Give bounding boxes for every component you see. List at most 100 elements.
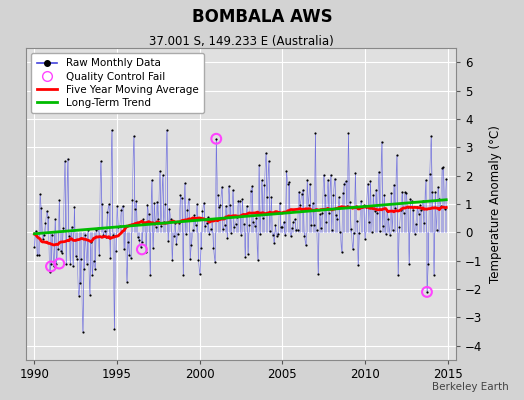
Point: [245, 222, 254, 228]
Point: [366, 178, 375, 184]
Point: [408, 198, 416, 204]
Point: [314, 271, 322, 277]
Point: [339, 190, 347, 196]
Point: [47, 260, 55, 267]
Point: [233, 214, 241, 221]
Point: [256, 231, 265, 237]
Point: [288, 224, 296, 231]
Point: [442, 176, 451, 182]
Point: [409, 206, 418, 213]
Point: [294, 188, 303, 195]
Point: [175, 220, 183, 226]
Point: [303, 177, 311, 183]
Point: [342, 178, 350, 184]
Point: [281, 232, 289, 239]
Point: [412, 220, 420, 227]
Point: [383, 208, 391, 214]
Point: [398, 188, 406, 195]
Point: [157, 223, 166, 229]
Point: [121, 224, 129, 230]
Point: [399, 210, 408, 216]
Point: [228, 187, 237, 193]
Point: [158, 172, 167, 178]
Point: [336, 228, 344, 235]
Point: [268, 232, 277, 238]
Point: [324, 176, 332, 183]
Point: [110, 326, 118, 332]
Point: [230, 224, 238, 230]
Point: [239, 221, 248, 227]
Point: [62, 261, 70, 268]
Point: [180, 180, 189, 186]
Point: [145, 211, 153, 217]
Point: [365, 218, 373, 225]
Point: [346, 199, 354, 206]
Point: [40, 232, 48, 238]
Point: [369, 192, 377, 199]
Point: [430, 272, 438, 278]
Point: [255, 162, 263, 168]
Point: [427, 133, 435, 139]
Point: [431, 189, 440, 196]
Point: [387, 190, 395, 196]
Point: [91, 266, 99, 272]
Point: [73, 256, 81, 262]
Point: [364, 180, 372, 187]
Point: [61, 158, 69, 165]
Point: [375, 168, 383, 175]
Point: [217, 184, 226, 190]
Point: [169, 233, 178, 239]
Point: [68, 223, 76, 230]
Point: [178, 195, 186, 201]
Point: [343, 202, 351, 209]
Point: [191, 222, 200, 228]
Point: [201, 223, 210, 230]
Point: [31, 228, 40, 234]
Point: [162, 127, 171, 134]
Point: [30, 244, 39, 250]
Point: [237, 232, 245, 238]
Point: [354, 262, 362, 268]
Point: [231, 220, 239, 227]
Point: [243, 203, 251, 209]
Point: [438, 164, 446, 171]
Point: [424, 261, 432, 268]
Point: [112, 248, 120, 255]
Point: [350, 230, 358, 236]
Point: [153, 198, 161, 205]
Point: [318, 210, 326, 216]
Point: [132, 198, 140, 204]
Point: [332, 212, 340, 218]
Point: [222, 203, 230, 209]
Point: [313, 227, 321, 234]
Point: [283, 180, 292, 187]
Point: [425, 170, 434, 177]
Point: [403, 203, 412, 210]
Legend: Raw Monthly Data, Quality Control Fail, Five Year Moving Average, Long-Term Tren: Raw Monthly Data, Quality Control Fail, …: [31, 53, 204, 113]
Point: [55, 260, 63, 267]
Point: [198, 208, 206, 214]
Point: [84, 227, 92, 233]
Point: [150, 200, 158, 206]
Point: [36, 191, 44, 198]
Point: [66, 260, 74, 267]
Point: [72, 253, 80, 259]
Point: [307, 222, 315, 228]
Point: [58, 250, 66, 256]
Point: [316, 225, 325, 232]
Point: [194, 257, 203, 263]
Point: [329, 191, 337, 198]
Point: [320, 172, 328, 178]
Point: [189, 227, 197, 234]
Point: [109, 232, 117, 238]
Point: [325, 210, 333, 216]
Point: [114, 224, 123, 230]
Point: [331, 175, 339, 182]
Point: [439, 164, 447, 171]
Point: [87, 239, 95, 246]
Point: [135, 237, 144, 243]
Point: [293, 226, 302, 233]
Point: [402, 190, 410, 197]
Point: [423, 289, 431, 295]
Point: [92, 227, 101, 234]
